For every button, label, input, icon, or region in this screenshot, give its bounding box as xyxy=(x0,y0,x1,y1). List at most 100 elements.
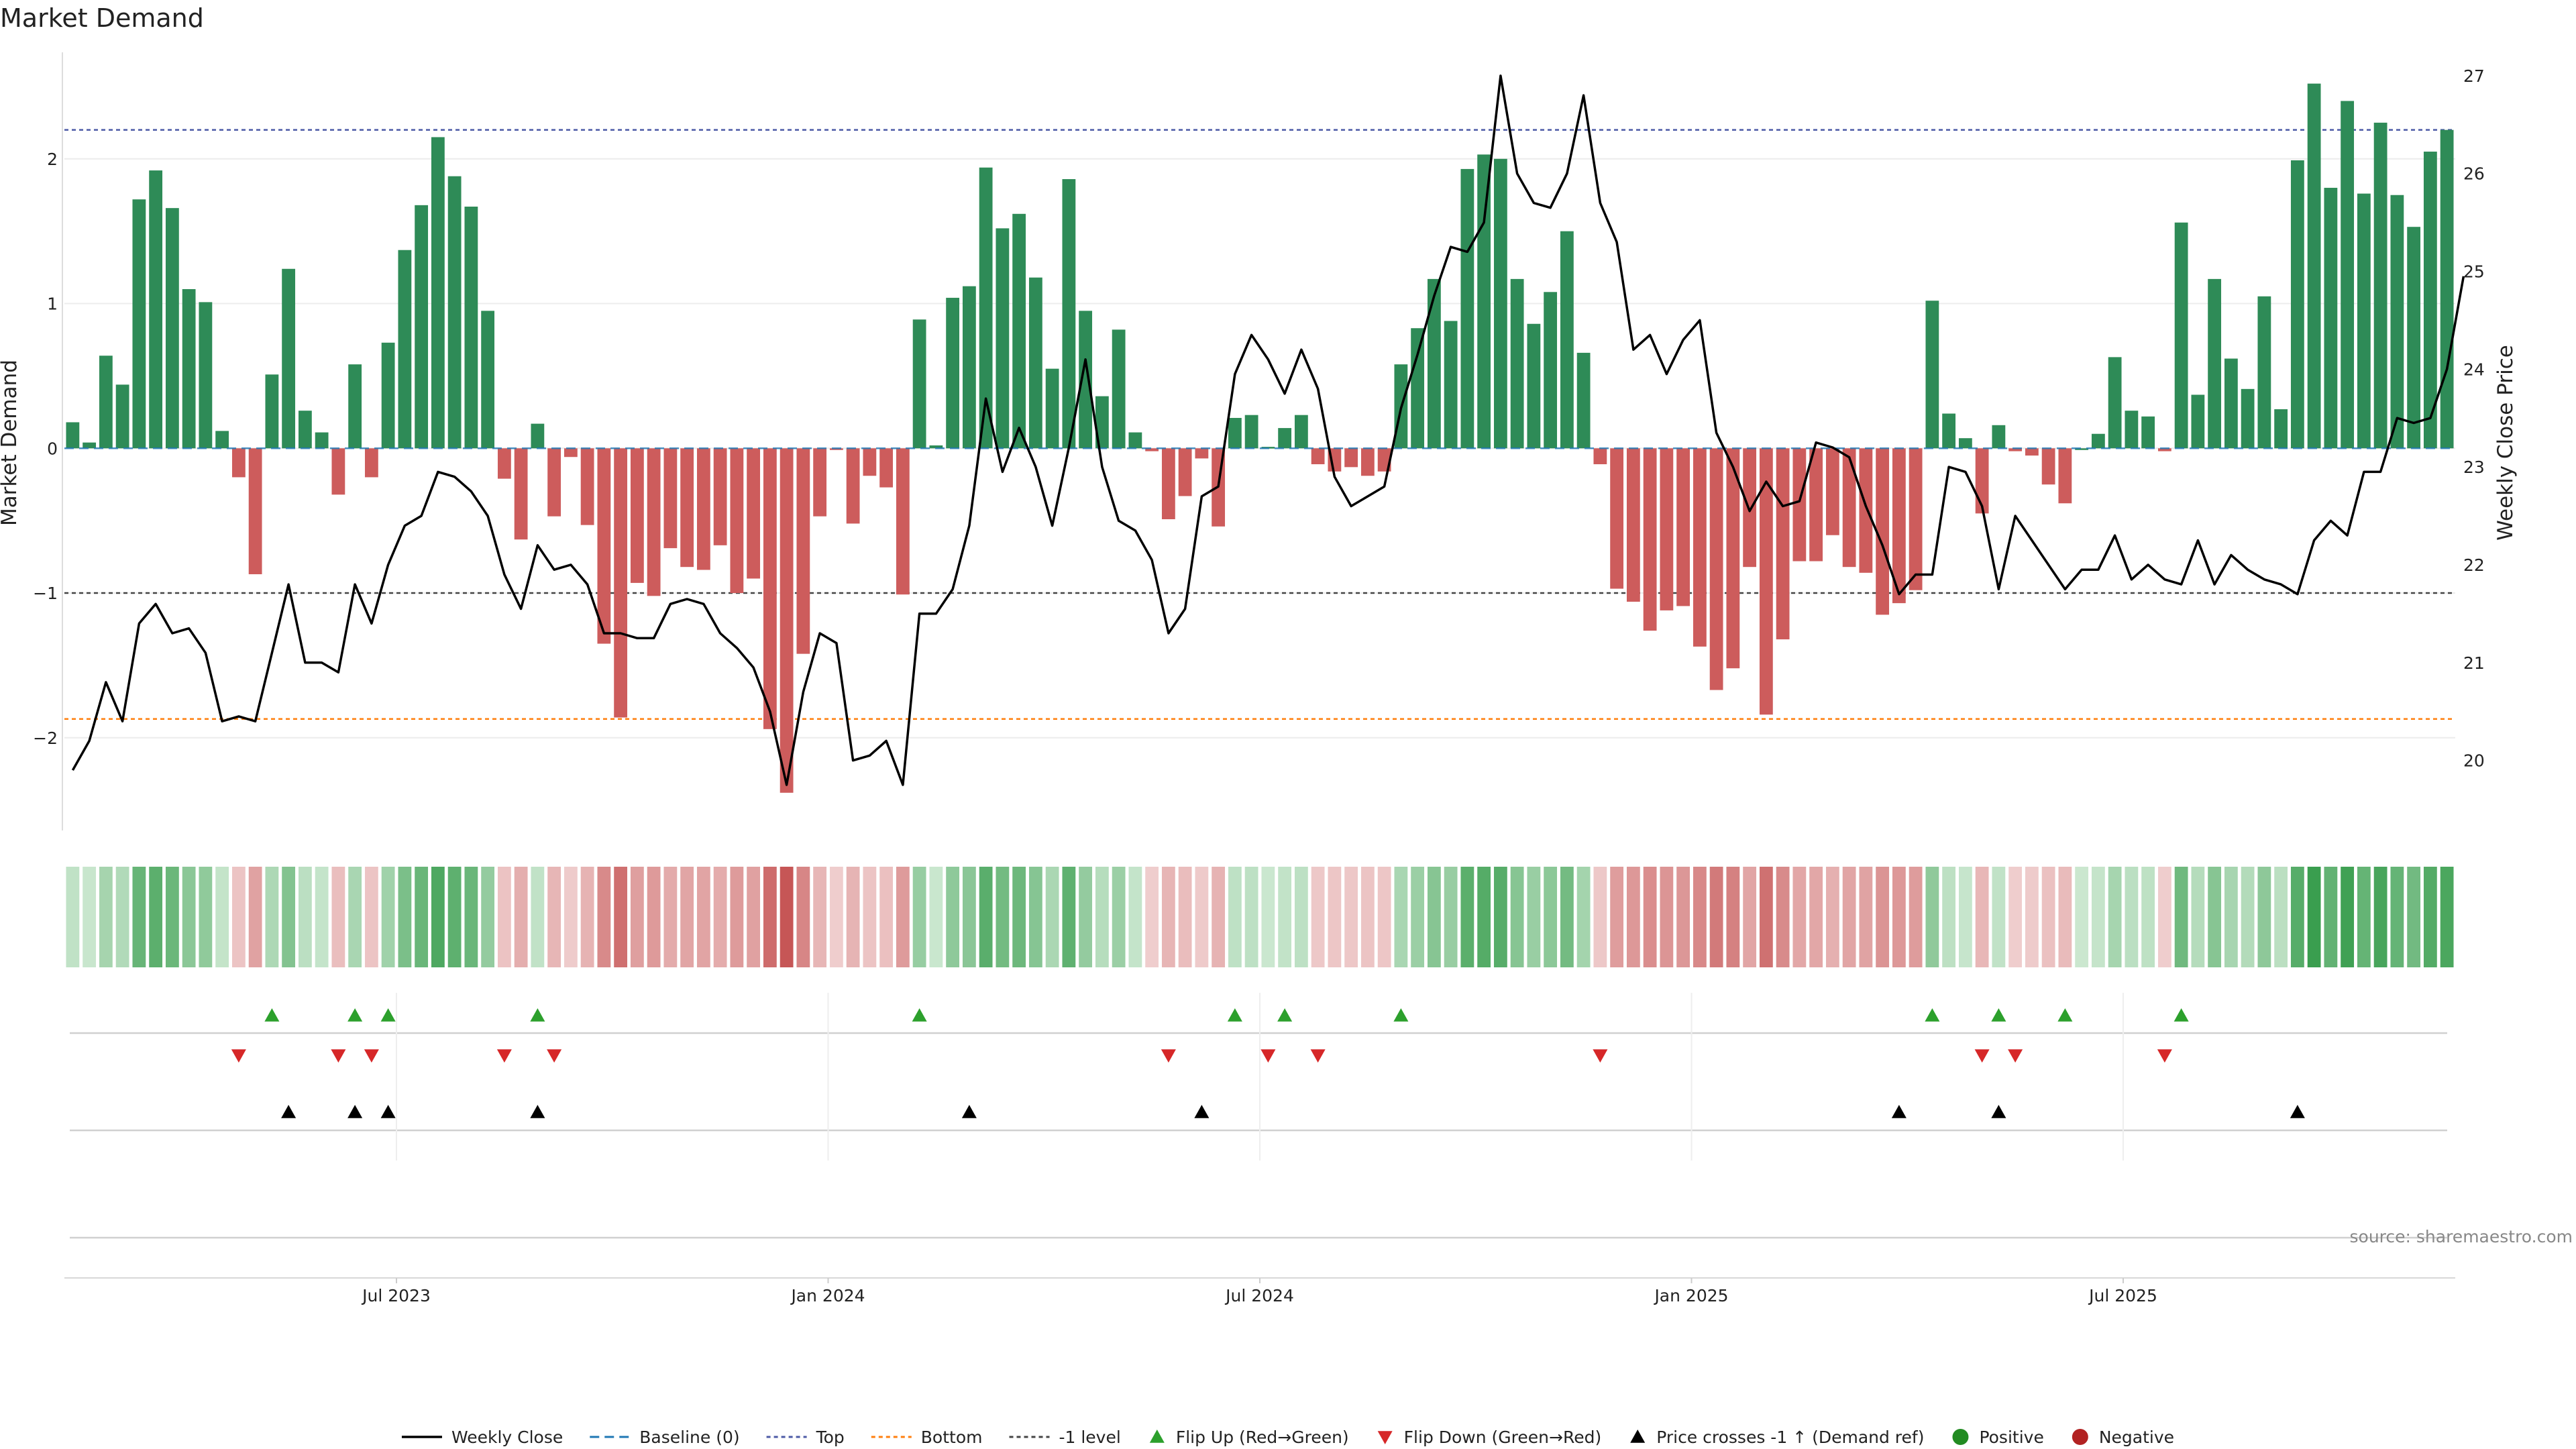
heat-cell xyxy=(99,867,113,967)
heat-cell xyxy=(199,867,213,967)
legend-label: -1 level xyxy=(1059,1428,1120,1447)
heat-cell xyxy=(215,867,229,967)
chart-title: Market Demand xyxy=(0,3,204,33)
weekly-close-line xyxy=(71,74,2465,786)
demand-bar-positive xyxy=(215,431,229,449)
demand-bar-negative xyxy=(1776,448,1790,640)
demand-bar-positive xyxy=(1493,158,1507,449)
demand-bar-positive xyxy=(2224,358,2238,449)
y2-tick-label: 26 xyxy=(2463,164,2485,184)
demand-bar-positive xyxy=(1112,329,1126,449)
heat-cell xyxy=(1493,867,1507,967)
demand-bar-negative xyxy=(663,448,678,549)
heat-cell xyxy=(996,867,1010,967)
heat-cell xyxy=(1294,867,1308,967)
heat-cell xyxy=(182,867,196,967)
heat-cell xyxy=(647,867,661,967)
demand-bar-negative xyxy=(1759,448,1773,715)
demand-bar-negative xyxy=(580,448,594,525)
demand-bar-positive xyxy=(132,199,146,449)
demand-bar-positive xyxy=(2341,101,2355,449)
flip-down-marker xyxy=(2157,1049,2172,1063)
flip-up-marker xyxy=(1925,1008,1940,1022)
heat-cell xyxy=(1975,867,1989,967)
y-tick-label: −1 xyxy=(33,584,58,603)
legend-label: Price crosses -1 ↑ (Demand ref) xyxy=(1656,1428,1924,1447)
price-cross-marker xyxy=(1891,1105,1907,1118)
flip-down-marker xyxy=(1593,1049,1608,1063)
flip-down-marker xyxy=(496,1049,512,1063)
demand-bar-negative xyxy=(1709,448,1723,690)
heat-cell xyxy=(1726,867,1740,967)
demand-bar-negative xyxy=(1825,448,1839,535)
legend-label: Top xyxy=(816,1428,845,1447)
heat-cell xyxy=(597,867,611,967)
demand-bar-negative xyxy=(1909,448,1923,590)
heat-cell xyxy=(1344,867,1358,967)
heat-cell xyxy=(1859,867,1873,967)
heat-cell xyxy=(265,867,279,967)
heat-cell xyxy=(1411,867,1425,967)
demand-bar-negative xyxy=(331,448,345,495)
demand-bar-negative xyxy=(1145,448,1159,451)
demand-bar-positive xyxy=(2241,388,2255,449)
demand-bar-negative xyxy=(1195,448,1209,459)
demand-bar-positive xyxy=(1228,417,1242,449)
demand-bar-negative xyxy=(647,448,661,596)
demand-bar-negative xyxy=(680,448,694,568)
heat-cell xyxy=(1112,867,1126,967)
heat-cell xyxy=(2125,867,2139,967)
demand-bar-negative xyxy=(1626,448,1640,602)
heat-cell xyxy=(780,867,794,967)
demand-bar-negative xyxy=(514,448,528,540)
heat-cell xyxy=(713,867,727,967)
heat-cell xyxy=(364,867,378,967)
demand-bar-positive xyxy=(282,268,296,449)
demand-bar-positive xyxy=(464,207,478,449)
flip-up-marker xyxy=(912,1008,927,1022)
y2-tick-label: 21 xyxy=(2463,653,2485,673)
heat-cell xyxy=(912,867,926,967)
demand-bar-negative xyxy=(231,448,246,478)
x-tick-label: Jan 2024 xyxy=(790,1286,865,1305)
heat-cell xyxy=(398,867,412,967)
demand-bar-negative xyxy=(879,448,894,488)
demand-bar-positive xyxy=(912,319,926,449)
x-tick-label: Jul 2024 xyxy=(1224,1286,1294,1305)
price-cross-marker xyxy=(530,1105,545,1118)
demand-bar-positive xyxy=(415,205,429,449)
y2-tick-label: 27 xyxy=(2463,66,2485,86)
demand-bar-positive xyxy=(2274,409,2288,449)
legend-item: Flip Up (Red→Green) xyxy=(1149,1428,1349,1447)
y-tick-label: 0 xyxy=(47,439,58,458)
price-cross-marker xyxy=(380,1105,396,1118)
heat-cell xyxy=(1427,867,1441,967)
demand-bar-negative xyxy=(1311,448,1325,465)
heat-cell xyxy=(2373,867,2387,967)
demand-bar-positive xyxy=(979,167,993,449)
y2-tick-label: 22 xyxy=(2463,555,2485,575)
heat-cell xyxy=(149,867,163,967)
heat-cell xyxy=(2157,867,2171,967)
demand-bar-positive xyxy=(1942,413,1956,449)
heat-cell xyxy=(1792,867,1807,967)
demand-bar-positive xyxy=(946,297,960,449)
legend-item: Bottom xyxy=(871,1428,982,1447)
heat-cell xyxy=(1028,867,1042,967)
heat-cell xyxy=(1709,867,1723,967)
demand-bar-negative xyxy=(497,448,511,479)
heat-cell xyxy=(1212,867,1226,967)
y-tick-label: 2 xyxy=(47,150,58,169)
heat-cell xyxy=(381,867,395,967)
demand-bar-positive xyxy=(2307,83,2321,449)
heat-cell xyxy=(696,867,710,967)
flip-down-marker xyxy=(547,1049,562,1063)
heat-cell xyxy=(1360,867,1375,967)
legend-label: Flip Up (Red→Green) xyxy=(1176,1428,1349,1447)
heat-cell xyxy=(896,867,910,967)
demand-bar-positive xyxy=(2290,160,2304,449)
demand-bar-negative xyxy=(863,448,877,476)
demand-bar-positive xyxy=(315,432,329,449)
heat-cell xyxy=(165,867,179,967)
demand-bar-positive xyxy=(1427,278,1441,449)
